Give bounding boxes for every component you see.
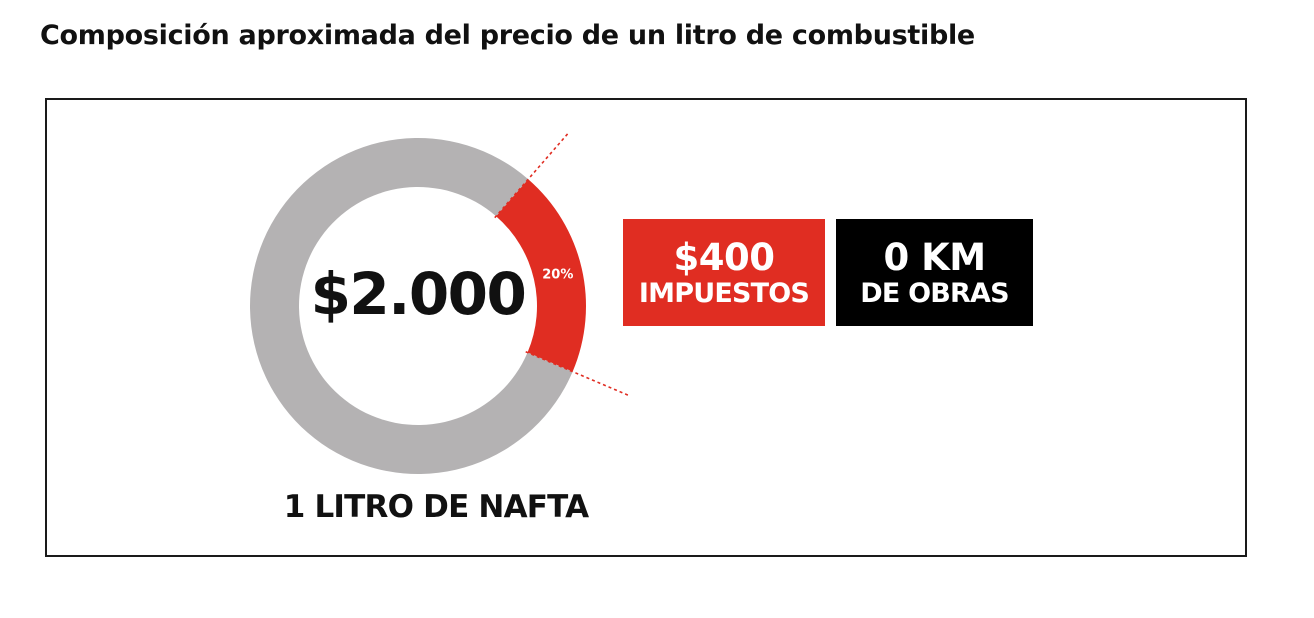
donut-slice-label-0: 20% <box>542 268 573 283</box>
obras-callout-box: 0 KM DE OBRAS <box>836 219 1033 326</box>
chart-frame <box>45 98 1247 557</box>
obras-label: DE OBRAS <box>860 278 1009 309</box>
chart-caption: 1 LITRO DE NAFTA <box>283 489 589 525</box>
taxes-amount: $400 <box>673 236 775 279</box>
obras-amount: 0 KM <box>883 236 986 279</box>
center-price-label: $2.000 <box>310 260 527 328</box>
slice-leader-line-0 <box>494 131 570 219</box>
slice-leader-line-1 <box>525 350 631 397</box>
donut-slice-0 <box>496 179 587 372</box>
taxes-label: IMPUESTOS <box>638 278 810 309</box>
donut-slice-1 <box>249 138 573 475</box>
chart-title: Composición aproximada del precio de un … <box>40 20 975 51</box>
taxes-callout-box: $400 IMPUESTOS <box>623 219 825 326</box>
